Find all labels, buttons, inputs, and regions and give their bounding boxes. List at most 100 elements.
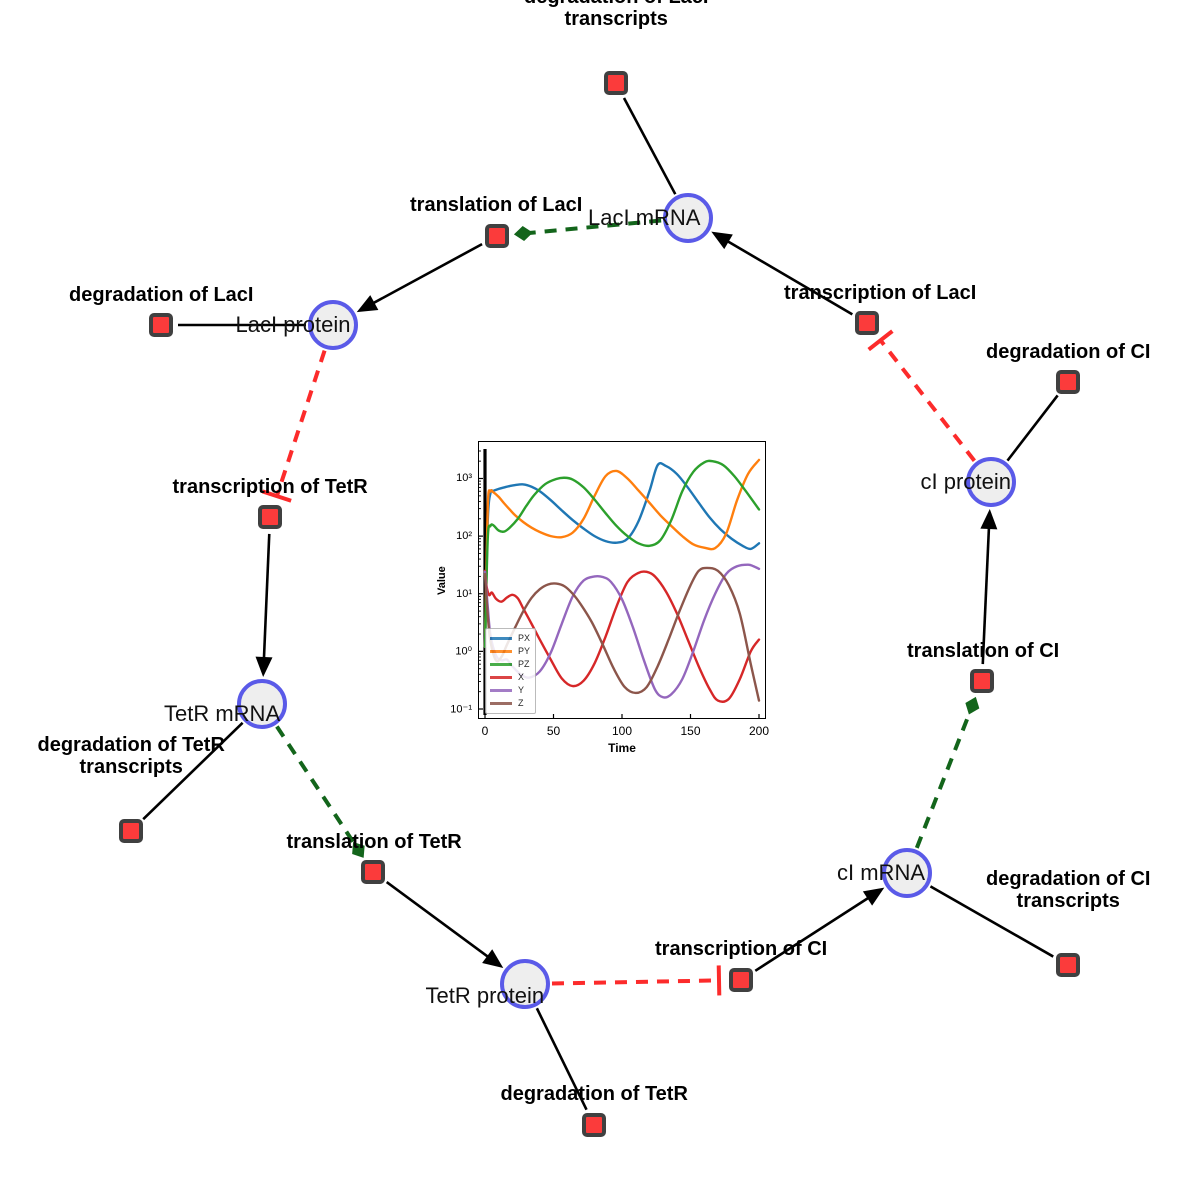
arrowhead-lacI_prot xyxy=(356,295,379,313)
legend-item-PY: PY xyxy=(490,645,530,658)
reaction-label-deg-cI-tr: degradation of CI transcripts xyxy=(986,868,1150,913)
edge-lacI_mrna-to-trans_lacI xyxy=(521,218,662,236)
legend-label: PZ xyxy=(518,659,530,669)
reaction-label-line: translation of CI xyxy=(907,640,1060,662)
legend-item-PZ: PZ xyxy=(490,658,530,671)
edge-cI_prot-to-transcr_lacI xyxy=(878,339,976,462)
reaction-label-trans-tetR: translation of TetR xyxy=(287,831,462,853)
reaction-label-line: transcription of CI xyxy=(655,938,828,960)
reaction-label-line: degradation of LacI xyxy=(69,284,254,306)
legend-label: Y xyxy=(518,685,525,695)
reaction-node-deg-tetR[interactable] xyxy=(582,1113,606,1137)
species-label-tetR-mrna: TetR mRNA xyxy=(164,701,281,726)
reaction-node-trans-tetR[interactable] xyxy=(361,860,385,884)
reaction-node-deg-cI-tr[interactable] xyxy=(1056,953,1080,977)
y-tick-label: 10² xyxy=(456,530,472,543)
legend-swatch-PZ xyxy=(490,663,512,666)
species-label-tetR-prot: TetR protein xyxy=(425,983,545,1008)
reaction-label-line: transcription of TetR xyxy=(172,476,368,498)
species-label-lacI-mrna: LacI mRNA xyxy=(588,205,701,230)
legend-item-Z: Z xyxy=(490,697,530,710)
species-node-tetR-prot[interactable] xyxy=(500,959,550,1009)
inhibition-bar-transcr_cI xyxy=(716,965,722,996)
reaction-label-deg-tetR-tr: degradation of TetR transcripts xyxy=(38,734,225,779)
x-tick-label: 100 xyxy=(611,724,633,738)
reaction-label-line: degradation of CI xyxy=(986,868,1151,890)
legend-swatch-X xyxy=(490,676,512,679)
series-line-X xyxy=(483,569,761,703)
species-node-lacI-prot[interactable] xyxy=(308,300,358,350)
legend-item-Y: Y xyxy=(490,684,530,697)
inhibition-bar-transcr_lacI xyxy=(867,329,894,352)
edge-trans_tetR-to-tetR_prot xyxy=(385,881,497,964)
reaction-node-deg-lacI-tr[interactable] xyxy=(604,71,628,95)
edge-tetR_prot-to-deg_tetR xyxy=(535,1007,588,1111)
arrowhead-tetR_prot xyxy=(482,949,504,968)
reaction-label-deg-lacI: degradation of LacI xyxy=(69,284,253,306)
reaction-label-line: transcripts xyxy=(1016,890,1120,913)
arrowhead-cI_mrna xyxy=(862,887,885,906)
y-tick-label: 10⁰ xyxy=(455,645,472,658)
x-axis-label: Time xyxy=(608,741,636,755)
species-label-lacI-prot: LacI protein xyxy=(235,312,351,337)
edge-transcr_tetR-to-tetR_mrna xyxy=(262,533,271,669)
diamondhead-trans_lacI xyxy=(513,226,533,241)
arrowhead-cI_prot xyxy=(980,508,998,530)
series-line-PY xyxy=(483,458,761,649)
reaction-node-trans-cI[interactable] xyxy=(970,669,994,693)
edge-tetR_mrna-to-trans_tetR xyxy=(275,725,361,853)
reaction-label-trans-cI: translation of CI xyxy=(907,640,1059,662)
reaction-node-deg-cI[interactable] xyxy=(1056,370,1080,394)
edge-transcr_lacI-to-lacI_mrna xyxy=(718,235,853,316)
reaction-label-line: degradation of LacI xyxy=(524,0,708,8)
reaction-node-deg-tetR-tr[interactable] xyxy=(119,819,143,843)
edge-deg_lacI_tr-to-lacI_mrna xyxy=(622,97,677,195)
reaction-label-line: degradation of TetR xyxy=(500,1083,688,1105)
reaction-label-line: translation of LacI xyxy=(410,194,583,216)
series-line-PX xyxy=(483,462,761,649)
legend-swatch-PY xyxy=(490,650,512,653)
y-axis-label: Value xyxy=(436,565,448,595)
x-tick-label: 50 xyxy=(546,724,561,738)
timeseries-inset-plot: 10⁻¹ 10⁰ 10¹ 10² 10³ 0 50 100 150 200 Value Time … xyxy=(436,441,769,755)
legend-swatch-Z xyxy=(490,702,512,705)
x-tick-label: 150 xyxy=(680,724,701,738)
inhibition-bar-transcr_tetR xyxy=(261,489,292,503)
edge-cI_mrna-to-deg_cI_tr xyxy=(929,885,1054,958)
reaction-label-line: degradation of TetR xyxy=(37,734,225,756)
species-node-lacI-mrna[interactable] xyxy=(663,193,713,243)
plot-legend: PX PY PZ X Y Z xyxy=(485,628,537,714)
legend-item-X: X xyxy=(490,671,530,684)
reaction-label-line: degradation of CI xyxy=(986,341,1151,363)
edge-tetR_mrna-to-deg_tetR_tr xyxy=(142,721,244,821)
reaction-label-transcr-tetR: transcription of TetR xyxy=(173,476,368,498)
x-tick-label: 200 xyxy=(748,724,770,738)
species-node-cI-mrna[interactable] xyxy=(882,848,932,898)
diamondhead-trans_cI xyxy=(965,696,980,715)
edge-cI_mrna-to-trans_cI xyxy=(914,703,975,849)
edge-transcr_cI-to-cI_mrna xyxy=(754,891,878,972)
reaction-node-transcr-tetR[interactable] xyxy=(258,505,282,529)
edge-trans_lacI-to-lacI_prot xyxy=(364,242,483,309)
y-tick-label: 10⁻¹ xyxy=(450,703,472,716)
legend-label: Z xyxy=(518,698,524,708)
legend-label: PX xyxy=(518,633,531,643)
species-node-cI-prot[interactable] xyxy=(966,457,1016,507)
reaction-label-deg-cI: degradation of CI xyxy=(986,341,1150,363)
reaction-node-deg-lacI[interactable] xyxy=(149,313,173,337)
reaction-label-trans-lacI: translation of LacI xyxy=(410,194,582,216)
species-label-cI-prot: cI protein xyxy=(920,469,1012,494)
reaction-node-transcr-cI[interactable] xyxy=(729,968,753,992)
reaction-label-line: translation of TetR xyxy=(286,831,462,853)
legend-label: X xyxy=(518,672,525,682)
edge-trans_cI-to-cI_prot xyxy=(981,517,991,665)
y-tick-label: 10³ xyxy=(456,472,472,485)
reaction-label-line: transcripts xyxy=(564,8,668,31)
reaction-node-transcr-lacI[interactable] xyxy=(855,311,879,335)
reaction-node-trans-lacI[interactable] xyxy=(485,224,509,248)
edge-deg_cI-to-cI_prot xyxy=(1006,394,1059,462)
reaction-label-deg-tetR: degradation of TetR xyxy=(501,1083,688,1105)
species-node-tetR-mrna[interactable] xyxy=(237,679,287,729)
